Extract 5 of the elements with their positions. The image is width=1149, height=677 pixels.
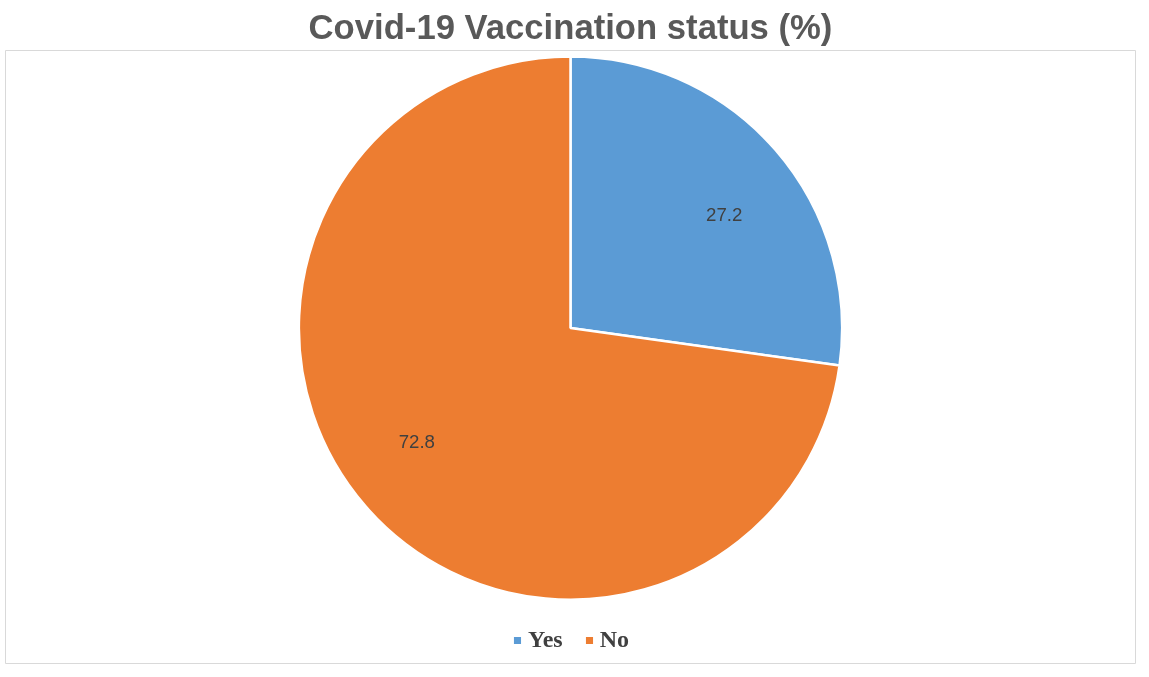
- legend-label: No: [599, 626, 630, 653]
- data-label: 72.8: [398, 431, 435, 453]
- legend-label: Yes: [527, 626, 563, 653]
- data-label: 27.2: [706, 203, 743, 225]
- chart-title: Covid-19 Vaccination status (%): [308, 7, 833, 46]
